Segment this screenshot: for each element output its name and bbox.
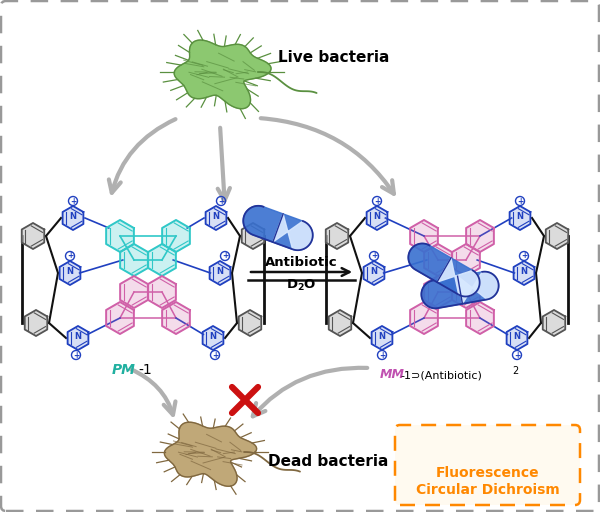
Text: N: N <box>514 332 521 342</box>
Polygon shape <box>326 223 348 249</box>
Polygon shape <box>410 302 438 334</box>
FancyBboxPatch shape <box>395 425 580 505</box>
Polygon shape <box>273 214 313 250</box>
Polygon shape <box>106 220 134 252</box>
Text: Antibiotic: Antibiotic <box>265 255 337 268</box>
Polygon shape <box>409 244 479 296</box>
Polygon shape <box>120 276 148 308</box>
Polygon shape <box>543 310 565 336</box>
Polygon shape <box>424 244 452 276</box>
Polygon shape <box>162 220 190 252</box>
Text: N: N <box>74 332 82 342</box>
Text: +: + <box>517 197 523 205</box>
Polygon shape <box>506 326 527 350</box>
Text: Live bacteria: Live bacteria <box>278 51 389 66</box>
Text: MM: MM <box>380 369 405 381</box>
Polygon shape <box>509 206 530 230</box>
Polygon shape <box>364 261 385 285</box>
Text: N: N <box>212 212 220 221</box>
Polygon shape <box>367 206 388 230</box>
Text: +: + <box>222 251 228 261</box>
Polygon shape <box>148 244 176 276</box>
Polygon shape <box>203 326 223 350</box>
Text: N: N <box>67 267 74 276</box>
Text: N: N <box>521 267 527 276</box>
Polygon shape <box>243 206 313 250</box>
Text: Circular Dichroism: Circular Dichroism <box>416 483 559 497</box>
Text: N: N <box>217 267 223 276</box>
Text: $\mathbf{D_2O}$: $\mathbf{D_2O}$ <box>286 278 316 292</box>
Polygon shape <box>514 261 535 285</box>
Polygon shape <box>466 220 494 252</box>
Text: -1⊃(Antibiotic): -1⊃(Antibiotic) <box>400 370 482 380</box>
Polygon shape <box>106 302 134 334</box>
Polygon shape <box>239 310 261 336</box>
Polygon shape <box>546 223 568 249</box>
Text: 2: 2 <box>512 366 518 376</box>
Polygon shape <box>206 206 226 230</box>
Text: Fluorescence: Fluorescence <box>436 466 539 480</box>
Polygon shape <box>120 244 148 276</box>
Polygon shape <box>458 272 499 304</box>
Polygon shape <box>22 223 44 249</box>
Text: +: + <box>70 197 76 205</box>
Text: +: + <box>521 251 527 261</box>
Polygon shape <box>25 310 47 336</box>
Polygon shape <box>452 276 480 308</box>
Polygon shape <box>329 310 351 336</box>
Polygon shape <box>424 276 452 308</box>
Text: PM: PM <box>112 363 136 377</box>
Text: +: + <box>371 251 377 261</box>
Polygon shape <box>162 302 190 334</box>
Polygon shape <box>62 206 83 230</box>
Text: N: N <box>371 267 377 276</box>
Text: N: N <box>379 332 386 342</box>
Polygon shape <box>148 276 176 308</box>
Polygon shape <box>68 326 88 350</box>
Polygon shape <box>164 422 257 486</box>
Text: +: + <box>218 197 224 205</box>
Polygon shape <box>452 244 480 276</box>
Text: +: + <box>67 251 73 261</box>
Polygon shape <box>209 261 230 285</box>
Text: Dead bacteria: Dead bacteria <box>268 455 388 470</box>
Polygon shape <box>437 258 479 296</box>
Polygon shape <box>421 272 499 308</box>
Text: +: + <box>379 351 385 359</box>
Text: N: N <box>373 212 380 221</box>
Text: -1: -1 <box>138 363 152 377</box>
Text: +: + <box>514 351 520 359</box>
Text: +: + <box>73 351 79 359</box>
Polygon shape <box>466 302 494 334</box>
Text: N: N <box>517 212 523 221</box>
Polygon shape <box>174 40 271 109</box>
Polygon shape <box>242 223 264 249</box>
Polygon shape <box>371 326 392 350</box>
Text: +: + <box>212 351 218 359</box>
Text: N: N <box>209 332 217 342</box>
Text: N: N <box>70 212 77 221</box>
Polygon shape <box>59 261 80 285</box>
Text: +: + <box>374 197 380 205</box>
Polygon shape <box>410 220 438 252</box>
